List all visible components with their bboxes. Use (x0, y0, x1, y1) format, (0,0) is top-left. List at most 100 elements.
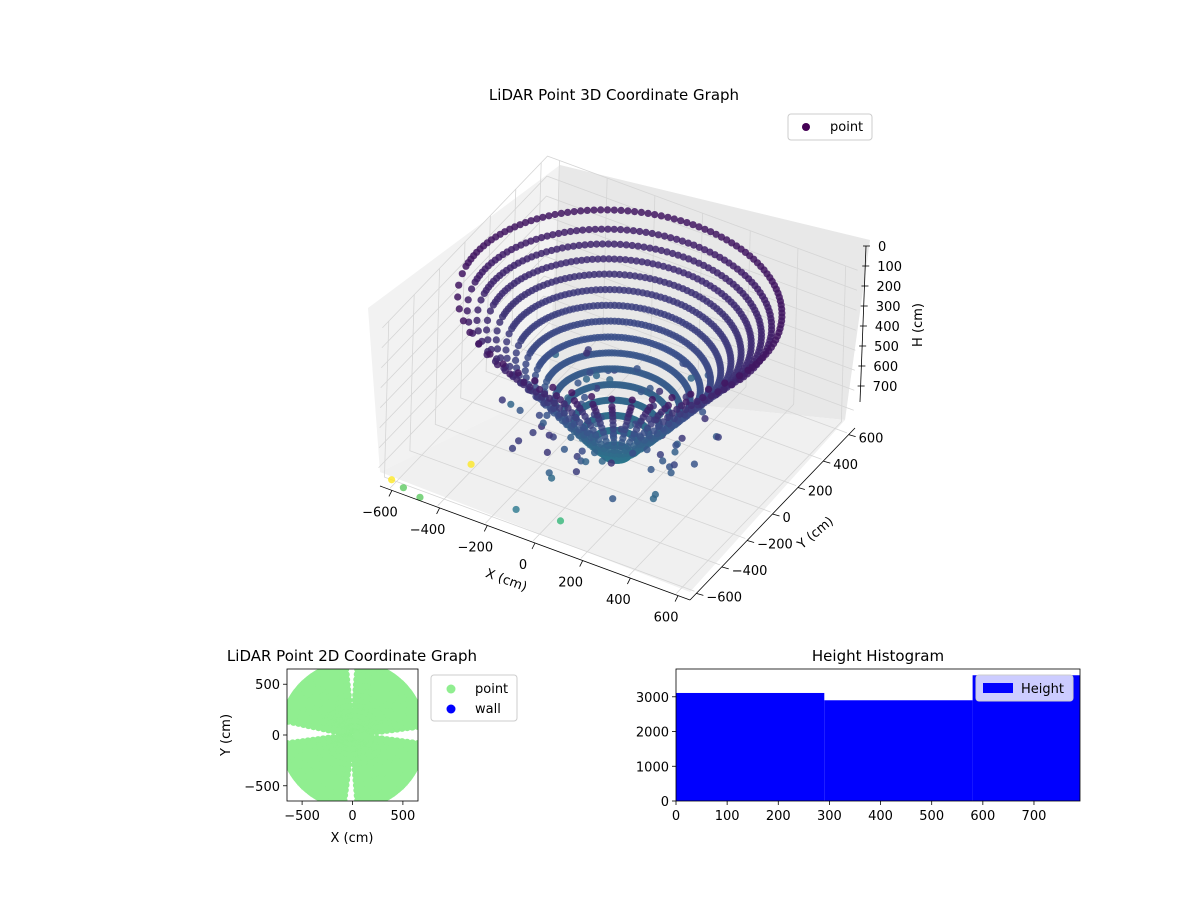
scatter-2d-point (343, 776, 351, 784)
scatter-2d-point (351, 696, 359, 704)
scatter-2d-point (419, 741, 426, 748)
cloud-point (701, 225, 709, 233)
cloud-point (690, 241, 698, 249)
cloud-point (533, 365, 541, 374)
histogram-frame (675, 668, 1081, 802)
cloud-point (678, 434, 686, 442)
cloud-point (463, 307, 471, 315)
cloud-point (597, 206, 605, 214)
cloud-point (545, 431, 553, 439)
y-tick-mark-3d (823, 460, 831, 464)
scatter-2d-point (419, 720, 426, 727)
cloud-point (543, 232, 551, 240)
cloud-point (677, 217, 685, 225)
x-tick-label-3d: 0 (519, 558, 527, 573)
scatter-2d-point (413, 740, 418, 748)
cloud-point (667, 234, 675, 242)
cloud-point (663, 248, 671, 256)
cloud-point (721, 379, 729, 387)
cloud-point (646, 403, 654, 411)
legend-histogram: Height (975, 674, 1074, 702)
scatter-2d-point (418, 745, 425, 752)
cloud-point (560, 228, 569, 236)
cloud-point (657, 246, 666, 255)
cloud-point (503, 354, 511, 362)
cloud-point (531, 377, 539, 385)
cloud-point (566, 227, 575, 236)
cloud-point (508, 444, 517, 452)
cloud-point (695, 223, 703, 231)
cloud-point (521, 367, 529, 375)
cloud-point (664, 413, 672, 421)
cloud-point (520, 378, 528, 386)
cloud-point (622, 241, 630, 249)
cloud-point (654, 422, 663, 430)
cloud-point (657, 212, 665, 220)
cloud-point (636, 227, 644, 236)
cloud-point (610, 225, 618, 233)
cloud-point (627, 404, 635, 412)
cloud-point (610, 240, 618, 248)
scatter-2d-point (280, 717, 287, 724)
z-tick-label-3d: 600 (873, 360, 898, 375)
cloud-point (600, 270, 608, 278)
legend-3d-marker (802, 123, 810, 131)
cloud-point (629, 227, 638, 235)
x-tick-label-3d: 400 (606, 593, 631, 608)
x-ticks-histogram: 0 100 200 300 400 500 600 700 (672, 801, 1046, 824)
y-tick-label-3d: −200 (757, 537, 793, 552)
cloud-point (631, 208, 639, 216)
histogram-title: Height Histogram (812, 647, 944, 665)
cloud-point (640, 243, 648, 251)
scatter-2d-point (343, 771, 351, 779)
cloud-point (486, 307, 494, 315)
cloud-point (647, 465, 655, 474)
cloud-point (555, 404, 564, 412)
cloud-point (489, 301, 497, 309)
y-tick-mark-3d (797, 487, 805, 490)
grid-line-y (409, 294, 721, 566)
cloud-point (701, 415, 709, 423)
cloud-point (483, 326, 491, 334)
cloud-point (480, 289, 488, 298)
outlier-point (399, 484, 408, 492)
cloud-point (527, 217, 535, 225)
y-tick-label-3d: 0 (783, 511, 791, 526)
z-tick-label-3d: 700 (873, 380, 898, 395)
grid-line-h (381, 195, 857, 369)
cloud-point (477, 296, 485, 304)
outlier-points-3d (388, 460, 565, 525)
cloud-point (471, 278, 479, 286)
z-tick-label-3d: 200 (876, 280, 901, 295)
cloud-point (597, 225, 606, 233)
cloud-point (704, 385, 713, 393)
cloud-point (707, 392, 716, 400)
y-tick-mark-3d (848, 434, 856, 437)
cloud-point (638, 258, 646, 266)
legend-histogram-label: Height (1021, 682, 1064, 697)
scatter-2d-point (363, 733, 371, 741)
scatter-2d-point (388, 736, 396, 744)
cloud-point (587, 240, 595, 248)
cloud-point (573, 227, 581, 235)
x-tick-mark-3d (531, 542, 536, 550)
cloud-point (496, 318, 504, 326)
legend-2d-wall-label: wall (475, 702, 501, 717)
cloud-point (513, 375, 521, 383)
legend-2d-point-label: point (475, 682, 508, 697)
cloud-point (707, 228, 715, 236)
scatter-2d-point (362, 801, 369, 808)
cloud-point (650, 427, 658, 435)
cloud-point (526, 383, 534, 391)
cloud-point (693, 397, 701, 405)
cloud-point (652, 245, 660, 253)
cloud-point (581, 393, 589, 401)
cloud-point (699, 394, 707, 402)
cloud-point (629, 449, 637, 457)
scatter-2d-point (353, 676, 361, 684)
cloud-point (583, 256, 591, 264)
legend-histogram-swatch (983, 683, 1013, 693)
cloud-point (549, 383, 557, 391)
